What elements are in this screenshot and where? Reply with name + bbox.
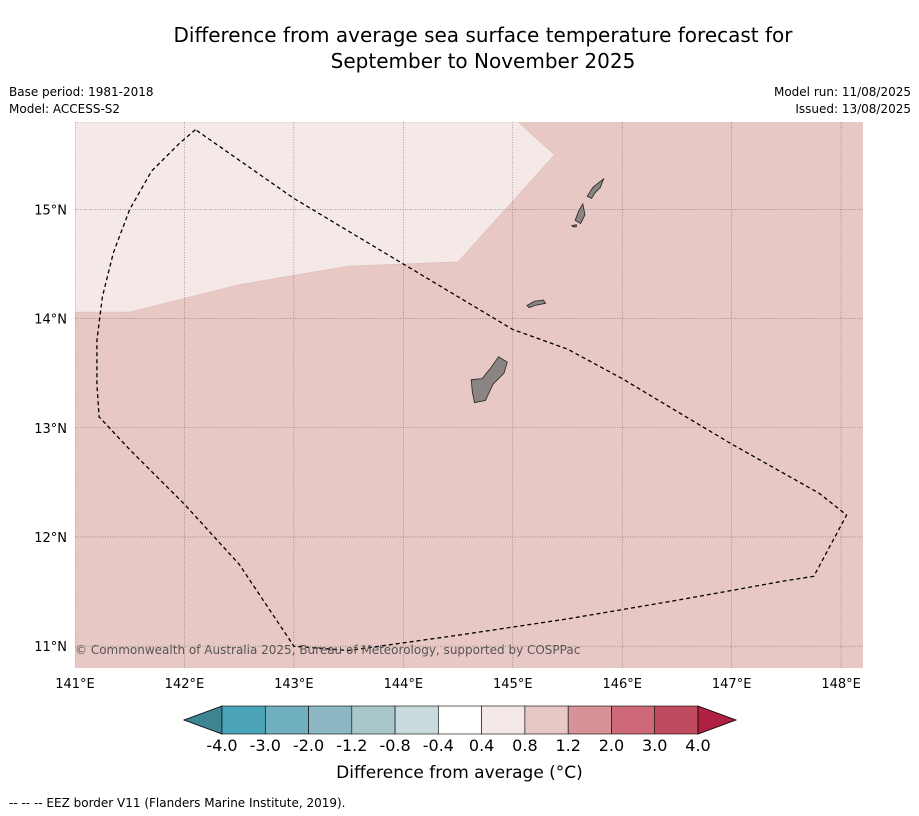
colorbar-extend-low: [182, 705, 223, 735]
colorbar-bin: [611, 705, 656, 735]
colorbar-bin: [264, 705, 309, 735]
base-period: Base period: 1981-2018: [9, 85, 154, 99]
colorbar-tick-label: -2.0: [293, 736, 324, 755]
eez-border-line: [96, 129, 848, 652]
chart-title: Difference from average sea surface temp…: [60, 22, 906, 74]
model-name: Model: ACCESS-S2: [9, 102, 121, 116]
colorbar-bin: [308, 705, 353, 735]
island-tinian: [574, 202, 586, 225]
colorbar-title: Difference from average (°C): [336, 763, 583, 783]
eez-footnote: -- -- -- EEZ border V11 (Flanders Marine…: [9, 796, 346, 810]
map-axes: 15°N 14°N 13°N 12°N 11°N 141°E 142°E 143°E 144°E…: [34, 203, 861, 692]
lat-tick-label: 13°N: [34, 422, 67, 437]
title-line-1: Difference from average sea surface temp…: [173, 23, 793, 47]
lon-tick-label: 146°E: [602, 677, 642, 692]
colorbar-bin: [567, 705, 612, 735]
colorbar-bin: [221, 705, 266, 735]
issued-date: Issued: 13/08/2025: [795, 102, 911, 116]
colorbar-tick-label: 2.0: [599, 736, 624, 755]
island-saipan: [586, 177, 605, 199]
colorbar-tick-label: -1.2: [336, 736, 367, 755]
island-rota: [526, 299, 547, 309]
model-run: Model run: 11/08/2025: [773, 85, 911, 99]
colorbar-tick-label: -3.0: [250, 736, 281, 755]
colorbar-bin: [351, 705, 396, 735]
colorbar-bin: [394, 705, 439, 735]
island-guam: [470, 356, 508, 404]
copyright-text: © Commonwealth of Australia 2025, Bureau…: [75, 643, 580, 657]
meta-right: Model run: 11/08/2025 Issued: 13/08/2025: [774, 84, 911, 118]
lon-tick-label: 142°E: [165, 677, 205, 692]
colorbar-tick-label: 0.8: [512, 736, 537, 755]
lat-tick-label: 15°N: [34, 203, 67, 218]
lat-tick-label: 11°N: [34, 640, 67, 655]
lat-tick-label: 12°N: [34, 531, 67, 546]
lon-tick-label: 145°E: [493, 677, 533, 692]
map-content: © Commonwealth of Australia 2025, Bureau…: [75, 122, 863, 668]
colorbar-tick-label: 1.2: [555, 736, 580, 755]
colorbar-tick-label: -0.4: [423, 736, 454, 755]
colorbar-tick-label: 4.0: [685, 736, 710, 755]
colorbar-bin: [524, 705, 569, 735]
lon-tick-label: 143°E: [274, 677, 314, 692]
lon-tick-label: 141°E: [55, 677, 95, 692]
lon-tick-label: 144°E: [384, 677, 424, 692]
title-line-2: September to November 2025: [330, 49, 636, 73]
lon-tick-label: 148°E: [821, 677, 861, 692]
colorbar-bin: [654, 705, 699, 735]
colorbar: -4.0 -3.0 -2.0 -1.2 -0.8 -0.4 0.4 0.8 1.2 2.0 3.0 4…: [182, 705, 738, 755]
colorbar-bin: [438, 705, 482, 735]
anomaly-region-0: [75, 122, 555, 313]
colorbar-tick-label: -4.0: [206, 736, 237, 755]
lon-tick-label: 147°E: [712, 677, 752, 692]
colorbar-extend-high: [697, 705, 738, 735]
meta-left: Base period: 1981-2018 Model: ACCESS-S2: [9, 84, 154, 118]
lat-tick-label: 14°N: [34, 313, 67, 328]
map-area: © Commonwealth of Australia 2025, Bureau…: [75, 122, 863, 668]
colorbar-bin: [481, 705, 526, 735]
colorbar-tick-label: 0.4: [469, 736, 494, 755]
island-aguijan: [571, 224, 577, 228]
colorbar-tick-label: -0.8: [379, 736, 410, 755]
colorbar-tick-label: 3.0: [642, 736, 667, 755]
